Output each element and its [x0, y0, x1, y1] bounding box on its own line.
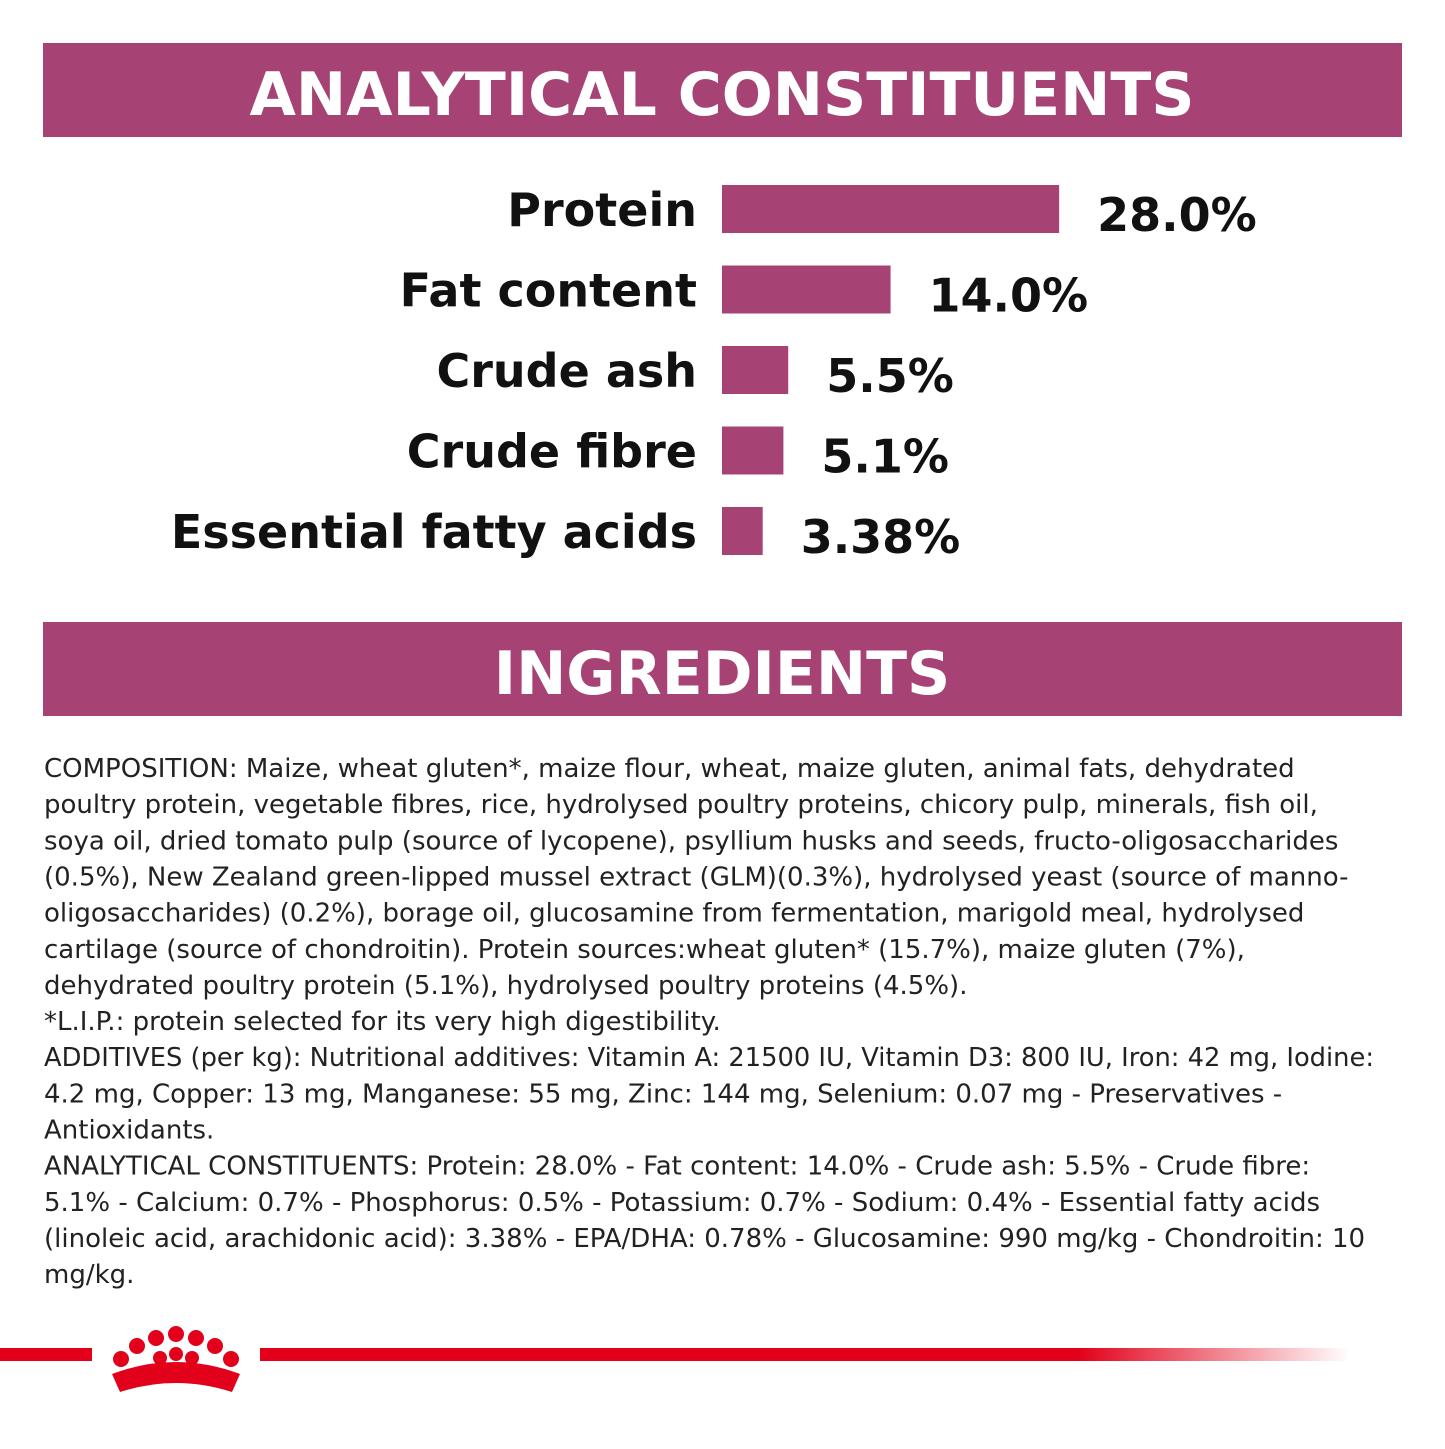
category-label: Protein [507, 183, 697, 237]
crown-logo [112, 1326, 240, 1392]
ingredient-line: (linoleic acid, arachidonic acid): 3.38%… [44, 1224, 1365, 1254]
ingredient-line: cartilage (source of chondroitin). Prote… [44, 935, 1245, 965]
header-title: ANALYTICAL CONSTITUENTS [250, 60, 1195, 130]
bar [722, 507, 763, 555]
ingredient-line: oligosaccharides) (0.2%), borage oil, gl… [44, 899, 1304, 929]
brand-line [0, 1348, 92, 1361]
category-label: Essential fatty acids [171, 505, 697, 559]
value-label: 5.1% [821, 430, 949, 484]
value-label: 5.5% [826, 349, 954, 403]
value-label: 14.0% [929, 269, 1089, 323]
bar-chart: Protein 28.0% Fat content 14.0% Crude ash 5.5… [171, 183, 1257, 564]
bar [722, 346, 789, 394]
ingredient-line: poultry protein, vegetable fibres, rice,… [44, 790, 1318, 820]
ingredient-line: dehydrated poultry protein (5.1%), hydro… [44, 971, 967, 1001]
ingredient-line: *L.I.P.: protein selected for its very h… [44, 1007, 721, 1037]
ingredient-line: mg/kg. [44, 1260, 134, 1290]
ingredients-band [43, 622, 1402, 716]
ingredient-line: 5.1% - Calcium: 0.7% - Phosphorus: 0.5% … [44, 1188, 1320, 1218]
category-label: Crude fibre [407, 425, 697, 479]
ingredient-line: soya oil, dried tomato pulp (source of l… [44, 826, 1338, 856]
ingredient-line: COMPOSITION: Maize, wheat gluten*, maize… [44, 754, 1295, 784]
ingredients-title: INGREDIENTS [494, 639, 950, 709]
value-label: 28.0% [1097, 188, 1257, 242]
bar [722, 426, 784, 475]
ingredient-line: ADDITIVES (per kg): Nutritional additive… [44, 1043, 1374, 1073]
header-band [43, 43, 1402, 137]
ingredient-line: (0.5%), New Zealand green-lipped mussel … [44, 862, 1348, 892]
value-label: 3.38% [801, 510, 961, 564]
brand-line [260, 1348, 1350, 1361]
ingredient-line: Antioxidants. [44, 1116, 214, 1146]
category-label: Fat content [400, 264, 697, 318]
ingredients-text: COMPOSITION: Maize, wheat gluten*, maize… [44, 754, 1374, 1290]
bar [722, 185, 1060, 233]
bar [722, 265, 891, 314]
ingredient-line: ANALYTICAL CONSTITUENTS: Protein: 28.0% … [44, 1152, 1310, 1182]
ingredient-line: 4.2 mg, Copper: 13 mg, Manganese: 55 mg,… [44, 1079, 1282, 1109]
category-label: Crude ash [436, 344, 697, 398]
